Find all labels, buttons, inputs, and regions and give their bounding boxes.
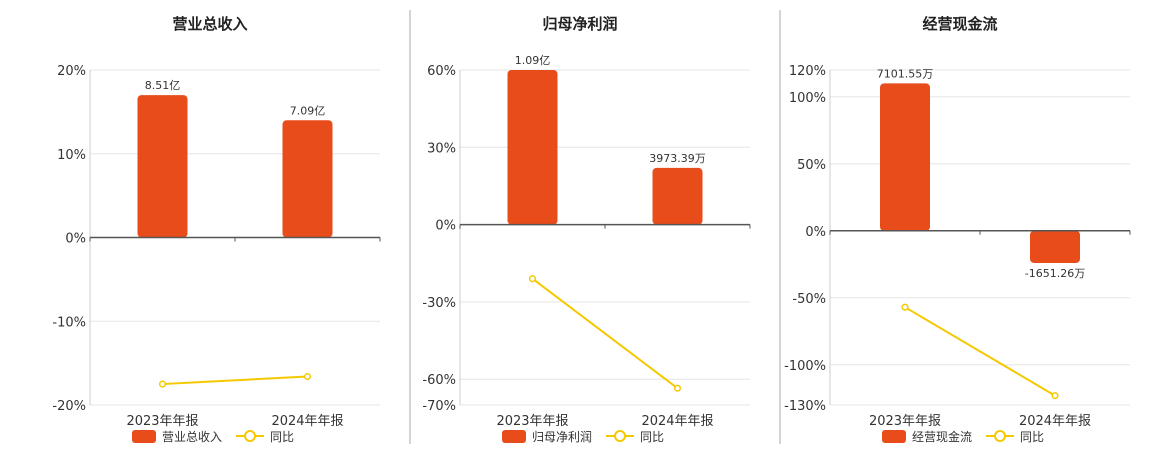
- y-tick-label: 100%: [789, 91, 826, 106]
- legend-bar-label: 经营现金流: [912, 429, 972, 444]
- yoy-point: [528, 275, 537, 283]
- y-tick-label: 60%: [427, 64, 456, 79]
- bar: [652, 167, 703, 225]
- y-tick-label: 50%: [797, 158, 826, 173]
- y-tick-label: -100%: [784, 359, 826, 374]
- x-category-label: 2023年年报: [869, 414, 941, 429]
- legend-line-marker: [244, 430, 256, 442]
- chart-title: 经营现金流: [922, 15, 997, 33]
- bar-data-label: 7101.55万: [877, 67, 934, 80]
- y-tick-label: 30%: [427, 141, 456, 156]
- y-tick-label: -10%: [52, 315, 86, 330]
- legend-line-label: 同比: [270, 430, 294, 444]
- y-tick-label: -70%: [422, 399, 456, 414]
- legend-line-marker: [994, 430, 1006, 442]
- yoy-point: [1051, 392, 1059, 400]
- yoy-line: [531, 277, 679, 390]
- bar: [1030, 230, 1080, 263]
- yoy-point: [673, 384, 682, 392]
- yoy-point: [901, 303, 909, 311]
- legend-bar-swatch: [132, 430, 156, 443]
- x-category-label: 2023年年报: [496, 414, 568, 429]
- bar-data-label: 3973.39万: [649, 152, 706, 165]
- y-tick-label: 0%: [65, 232, 86, 247]
- bar-data-label: 1.09亿: [515, 54, 551, 67]
- bar: [137, 95, 188, 238]
- bar-data-label: 7.09亿: [290, 104, 326, 117]
- legend-line-marker: [614, 430, 626, 442]
- bar-data-label: -1651.26万: [1025, 267, 1085, 280]
- bar: [282, 120, 333, 238]
- bar: [880, 83, 930, 231]
- legend-line-label: 同比: [640, 430, 664, 444]
- y-tick-label: -50%: [792, 292, 826, 307]
- x-category-label: 2024年年报: [641, 414, 713, 429]
- chart-title: 营业总收入: [172, 15, 247, 33]
- y-tick-label: 20%: [57, 64, 86, 79]
- y-tick-label: -30%: [422, 296, 456, 311]
- bar: [507, 70, 558, 225]
- y-tick-label: -60%: [422, 373, 456, 388]
- x-category-label: 2023年年报: [126, 414, 198, 429]
- bar-data-label: 8.51亿: [145, 79, 181, 92]
- x-category-label: 2024年年报: [1019, 414, 1091, 429]
- yoy-point: [303, 372, 312, 381]
- yoy-line: [162, 375, 308, 386]
- yoy-point: [158, 380, 167, 388]
- chart-title: 归母净利润: [542, 15, 617, 33]
- y-tick-label: 0%: [435, 219, 456, 234]
- y-tick-label: -130%: [784, 399, 826, 414]
- legend-line-label: 同比: [1020, 430, 1044, 444]
- y-tick-label: -20%: [52, 399, 86, 414]
- legend-bar-label: 归母净利润: [532, 430, 592, 444]
- y-tick-label: 120%: [789, 64, 826, 79]
- y-tick-label: 10%: [57, 148, 86, 163]
- yoy-line: [904, 306, 1056, 397]
- legend-bar-label: 营业总收入: [162, 430, 222, 444]
- legend-bar-swatch: [502, 430, 526, 443]
- y-tick-label: 0%: [805, 225, 826, 240]
- legend-bar-swatch: [882, 430, 906, 443]
- x-category-label: 2024年年报: [271, 414, 343, 429]
